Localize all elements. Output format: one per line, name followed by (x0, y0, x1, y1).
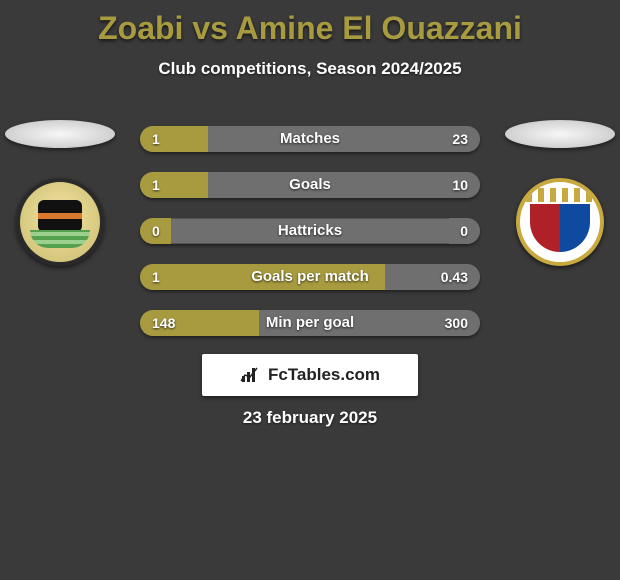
stat-bar-left (140, 218, 171, 244)
stat-bar-left (140, 172, 208, 198)
stat-row: Matches123 (140, 126, 480, 152)
stat-bar-left (140, 126, 208, 152)
watermark: FcTables.com (202, 354, 418, 396)
stat-row: Goals110 (140, 172, 480, 198)
stats-bars: Matches123 Goals110 Hattricks00 Goals per m… (140, 126, 480, 356)
stat-bar-right (385, 264, 480, 290)
stat-row: Min per goal148300 (140, 310, 480, 336)
player-right-ellipse (505, 120, 615, 148)
rio-ave-crest-icon (16, 178, 104, 266)
stat-bar-left (140, 310, 259, 336)
player-left-column (0, 120, 120, 266)
stat-bar-right (208, 172, 480, 198)
subtitle: Club competitions, Season 2024/2025 (0, 59, 620, 79)
braga-crest-icon (516, 178, 604, 266)
stat-row: Hattricks00 (140, 218, 480, 244)
stat-bar-right (259, 310, 480, 336)
stat-bar-right (208, 126, 480, 152)
stat-row: Goals per match10.43 (140, 264, 480, 290)
watermark-text: FcTables.com (268, 365, 380, 385)
bar-chart-icon (240, 366, 262, 384)
page-title: Zoabi vs Amine El Ouazzani (0, 0, 620, 47)
stat-bar-left (140, 264, 385, 290)
stat-label: Hattricks (140, 218, 480, 244)
player-left-ellipse (5, 120, 115, 148)
stat-bar-right (449, 218, 480, 244)
date-label: 23 february 2025 (0, 408, 620, 428)
player-right-column (500, 120, 620, 266)
